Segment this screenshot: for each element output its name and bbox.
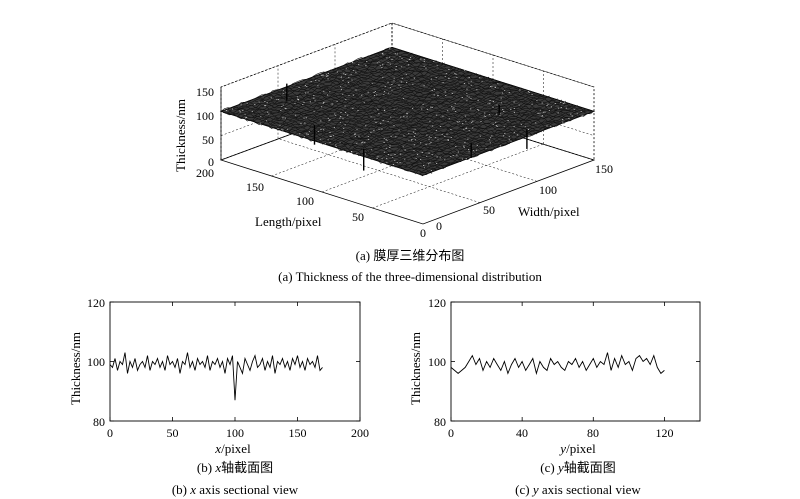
surface-highlights (225, 48, 583, 171)
plot-frame-b (109, 301, 361, 422)
width-tick-150: 150 (595, 162, 613, 176)
series-line-c (450, 352, 665, 376)
length-tick-200: 200 (196, 166, 214, 180)
caption-a-en: (a) Thickness of the three-dimensional d… (278, 269, 542, 284)
y-axis-label-c: Thickness/nm (408, 332, 423, 405)
wall-top-edge (391, 22, 595, 88)
y-axis-label-b: Thickness/nm (68, 332, 83, 405)
ticks-c (450, 301, 700, 422)
y-tick-80-c: 80 (434, 415, 446, 429)
caption-b-en: (b) x axis sectional view (172, 482, 299, 497)
series-line-b (109, 352, 323, 401)
length-tick-150: 150 (246, 180, 264, 194)
length-tick-0: 0 (420, 226, 426, 240)
line-plot-c: 120 100 80 0 40 80 120 Thickness/nm y/pi… (408, 296, 701, 497)
x-tick-120-c: 120 (656, 426, 674, 440)
surface-mesh (220, 47, 595, 177)
x-axis-label-unit-c: /pixel (566, 441, 596, 456)
width-tick-50: 50 (483, 203, 495, 217)
x-tick-150-b: 150 (289, 426, 307, 440)
z-axis-label: Thickness/nm (173, 99, 188, 172)
y-tick-100-b: 100 (87, 355, 105, 369)
caption-c-cn: (c) y轴截面图 (540, 460, 615, 475)
x-tick-80-c: 80 (587, 426, 599, 440)
floor-grid-line (277, 138, 481, 203)
thickness-surface (219, 46, 596, 177)
floor-grid-line (372, 143, 544, 209)
z-tick-0: 0 (208, 155, 214, 169)
x-axis-label-unit-b: /pixel (221, 441, 251, 456)
y-tick-120-b: 120 (87, 296, 105, 310)
y-tick-100-c: 100 (428, 355, 446, 369)
caption-b-cn: (b) x轴截面图 (197, 460, 273, 475)
surface-plot-a: 150 100 50 0 Thickness/nm 200 150 100 50… (173, 22, 613, 240)
length-axis-label: Length/pixel (255, 214, 322, 229)
x-axis-label-var-c: y (558, 441, 566, 456)
x-tick-40-c: 40 (516, 426, 528, 440)
x-tick-200-b: 200 (351, 426, 369, 440)
surface-spikes (286, 83, 528, 171)
x-axis-label-c: y/pixel (558, 441, 596, 456)
x-tick-50-b: 50 (167, 426, 179, 440)
ticks-b (109, 301, 361, 422)
width-tick-0: 0 (436, 219, 442, 233)
width-tick-100: 100 (539, 183, 557, 197)
length-tick-50: 50 (352, 210, 364, 224)
line-plot-b: 120 100 80 0 50 100 150 200 Thickness/nm… (68, 296, 369, 497)
caption-a-cn: (a) 膜厚三维分布图 (356, 248, 465, 263)
x-axis-label-var-b: x (214, 441, 221, 456)
width-axis-label: Width/pixel (518, 204, 580, 219)
x-axis-label-b: x/pixel (214, 441, 251, 456)
z-tick-150: 150 (196, 85, 214, 99)
y-tick-120-c: 120 (428, 296, 446, 310)
z-tick-100: 100 (196, 109, 214, 123)
z-tick-50: 50 (202, 133, 214, 147)
x-tick-0-b: 0 (107, 426, 113, 440)
plot-frame-c (450, 301, 701, 422)
y-tick-80-b: 80 (93, 415, 105, 429)
caption-c-en: (c) y axis sectional view (515, 482, 641, 497)
x-tick-100-b: 100 (226, 426, 244, 440)
length-tick-100: 100 (296, 194, 314, 208)
x-tick-0-c: 0 (448, 426, 454, 440)
wall-top-edge (220, 22, 393, 88)
